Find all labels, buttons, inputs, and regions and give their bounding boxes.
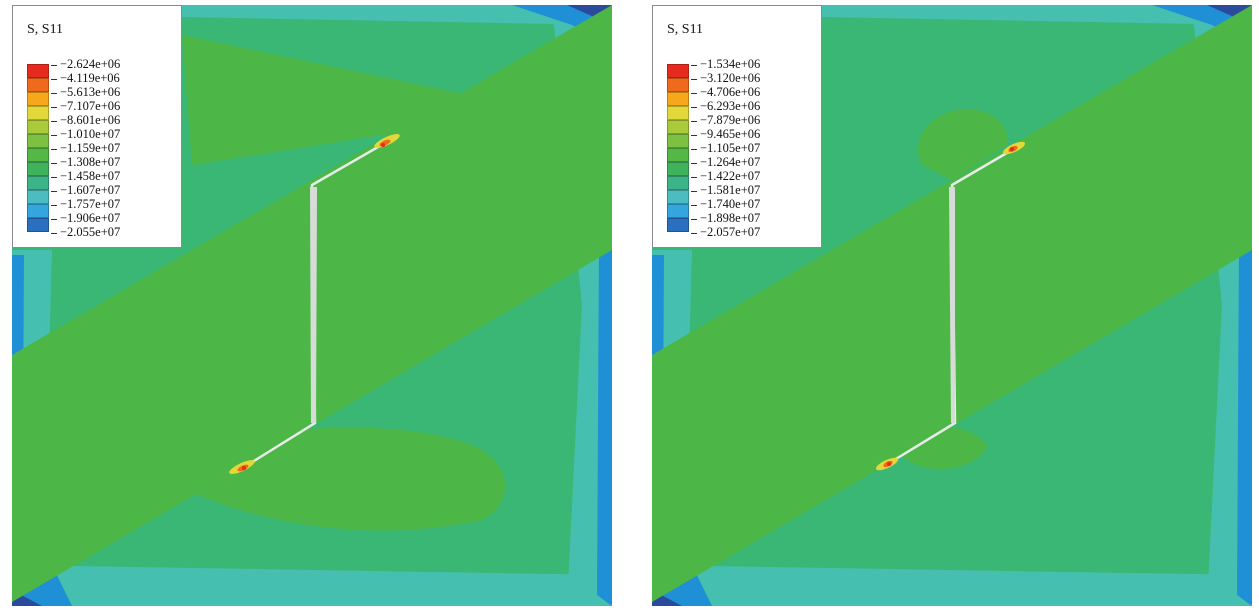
crack-tip-top	[1002, 141, 1026, 155]
legend-title: S, S11	[27, 22, 64, 37]
stress-lobe-top	[918, 109, 1008, 180]
legend-value: −1.607e+07	[51, 183, 120, 197]
legend-swatch	[667, 190, 689, 204]
legend-swatch	[667, 134, 689, 148]
legend-value: −1.308e+07	[51, 155, 120, 169]
legend-value: −4.119e+06	[51, 71, 120, 85]
legend-swatch	[667, 120, 689, 134]
legend-swatch	[667, 204, 689, 218]
edge-zone-top	[182, 5, 612, 25]
contour-plot-left: S, S11 −2.624e+06 −4.119e+06 −5.613e+06 …	[12, 5, 612, 606]
legend-value: −9.465e+06	[691, 127, 760, 141]
legend-swatch	[667, 64, 689, 78]
legend-value: −5.613e+06	[51, 85, 120, 99]
legend-value: −1.898e+07	[691, 211, 760, 225]
legend-tick-labels: −2.624e+06 −4.119e+06 −5.613e+06 −7.107e…	[51, 57, 120, 239]
legend-swatch	[27, 204, 49, 218]
legend-value: −6.293e+06	[691, 99, 760, 113]
legend-swatch	[667, 218, 689, 232]
legend-swatch	[27, 134, 49, 148]
stress-field-right	[652, 5, 1252, 606]
stress-field-left	[12, 5, 612, 606]
legend-value: −2.055e+07	[51, 225, 120, 239]
legend-value: −1.105e+07	[691, 141, 760, 155]
legend-swatch	[27, 92, 49, 106]
crack-tip-bottom	[875, 457, 899, 471]
legend-value: −1.458e+07	[51, 169, 120, 183]
legend-right: S, S11 −1.534e+06 −3.120e+06 −4.706e+06 …	[652, 5, 822, 248]
legend-swatch	[27, 218, 49, 232]
legend-left: S, S11 −2.624e+06 −4.119e+06 −5.613e+06 …	[12, 5, 182, 248]
crack-tip-bottom	[229, 460, 255, 474]
legend-swatch	[27, 176, 49, 190]
legend-value: −2.057e+07	[691, 225, 760, 239]
legend-value: −3.120e+06	[691, 71, 760, 85]
legend-value: −1.581e+07	[691, 183, 760, 197]
legend-swatch	[667, 78, 689, 92]
legend-swatch	[667, 176, 689, 190]
edge-blue-top-right	[1152, 5, 1252, 45]
legend-value: −1.422e+07	[691, 169, 760, 183]
crack-opening	[949, 187, 955, 423]
crack-tip-top	[374, 134, 400, 148]
legend-swatch	[27, 162, 49, 176]
legend-tick-labels: −1.534e+06 −3.120e+06 −4.706e+06 −6.293e…	[691, 57, 760, 239]
legend-value: −1.757e+07	[51, 197, 120, 211]
legend-value: −7.107e+06	[51, 99, 120, 113]
legend-swatch	[667, 162, 689, 176]
legend-swatch	[27, 78, 49, 92]
legend-value: −1.740e+07	[691, 197, 760, 211]
edge-zone-bottom	[652, 565, 1252, 606]
legend-value: −1.159e+07	[51, 141, 120, 155]
legend-swatch	[27, 148, 49, 162]
legend-value: −8.601e+06	[51, 113, 120, 127]
edge-zone-bottom	[12, 565, 612, 606]
legend-value: −1.906e+07	[51, 211, 120, 225]
legend-value: −7.879e+06	[691, 113, 760, 127]
legend-value: −1.264e+07	[691, 155, 760, 169]
edge-blue-top-right	[512, 5, 612, 45]
legend-value: −1.534e+06	[691, 57, 760, 71]
crack-opening	[310, 187, 317, 423]
legend-color-scale	[667, 64, 689, 232]
legend-swatch	[27, 190, 49, 204]
legend-swatch	[667, 92, 689, 106]
contour-plot-right: S, S11 −1.534e+06 −3.120e+06 −4.706e+06 …	[652, 5, 1252, 606]
legend-color-scale	[27, 64, 49, 232]
legend-value: −4.706e+06	[691, 85, 760, 99]
legend-swatch	[27, 64, 49, 78]
legend-title: S, S11	[667, 22, 704, 37]
legend-swatch	[27, 120, 49, 134]
edge-zone-top	[822, 5, 1252, 25]
legend-swatch	[667, 106, 689, 120]
legend-value: −2.624e+06	[51, 57, 120, 71]
legend-swatch	[667, 148, 689, 162]
legend-swatch	[27, 106, 49, 120]
legend-value: −1.010e+07	[51, 127, 120, 141]
